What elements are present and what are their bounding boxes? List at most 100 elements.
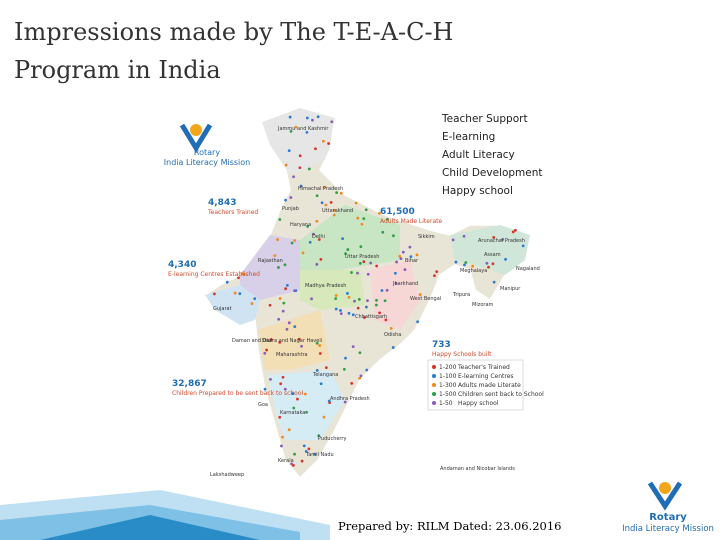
logo-mission: India Literacy Mission xyxy=(164,158,250,167)
dot xyxy=(375,264,379,268)
dot xyxy=(281,309,285,313)
dot xyxy=(344,252,347,256)
dot xyxy=(286,284,289,287)
dot xyxy=(300,459,304,463)
dot xyxy=(278,218,282,221)
region xyxy=(450,225,530,275)
dots xyxy=(213,115,525,467)
dot xyxy=(282,301,286,305)
dot xyxy=(327,142,330,145)
logo: Rotary India Literacy Mission xyxy=(622,481,714,534)
stat-number: 4,843 xyxy=(208,198,236,208)
legend-label: Adults made Literate xyxy=(458,382,521,389)
dot xyxy=(392,234,395,238)
dot xyxy=(358,262,362,265)
dot xyxy=(319,257,323,261)
logo-rotary: Rotary xyxy=(649,512,687,523)
state-label: Odisha xyxy=(384,332,401,338)
dot xyxy=(287,149,291,152)
dot xyxy=(278,297,282,300)
dot xyxy=(280,444,283,448)
dot xyxy=(292,406,296,410)
dot xyxy=(335,191,338,194)
teach-item: Child Development xyxy=(442,167,543,179)
state-labels: Jammu and Kashmir Himachal Pradesh Punja… xyxy=(210,126,540,478)
legend-range: 1-300 xyxy=(439,382,457,389)
dot xyxy=(298,154,302,158)
dot xyxy=(317,434,321,438)
dot xyxy=(365,305,368,309)
state-label: Uttar Pradesh xyxy=(345,254,379,260)
region xyxy=(258,310,330,370)
dot xyxy=(403,268,407,272)
dot xyxy=(416,320,420,324)
stat-label: Teachers Trained xyxy=(207,209,258,216)
teach-item: Teacher Support xyxy=(441,113,528,125)
legend-range: 1-50 xyxy=(439,400,453,407)
dot xyxy=(399,257,403,261)
dot xyxy=(291,392,295,396)
stat-label: Adults Made Literate xyxy=(380,218,442,225)
dot xyxy=(285,327,289,331)
teach-item: Happy school xyxy=(442,185,513,197)
state-label: Dadra and Nagar Haveli xyxy=(262,338,322,344)
legend-label: Teacher's Trained xyxy=(457,364,510,371)
dot xyxy=(273,254,277,258)
dot xyxy=(359,245,363,249)
dot xyxy=(277,266,280,269)
dot xyxy=(383,299,387,303)
dot xyxy=(238,292,242,296)
dot xyxy=(389,327,393,330)
dot xyxy=(358,351,362,355)
state-label: Jammu and Kashmir xyxy=(277,126,329,132)
region xyxy=(240,235,300,300)
dot xyxy=(303,392,307,396)
dot xyxy=(454,260,458,264)
stat-label: E-learning Centres Established xyxy=(168,271,260,278)
dot xyxy=(281,435,284,439)
dot xyxy=(409,255,413,259)
dot xyxy=(268,303,272,307)
state-label: Uttarakhand xyxy=(322,208,353,214)
dot xyxy=(287,428,291,432)
state-label: Daman and Diu xyxy=(232,338,271,344)
dot xyxy=(350,271,353,274)
dot xyxy=(315,368,319,372)
dot xyxy=(364,208,368,212)
state-label: Telangana xyxy=(312,372,338,378)
state-label: Lakshadweep xyxy=(210,472,244,478)
state-label: Puducherry xyxy=(318,436,346,442)
dot xyxy=(384,318,388,322)
state-label: Tamil Nadu xyxy=(305,452,334,458)
dot xyxy=(334,294,338,297)
dot xyxy=(324,366,328,370)
region xyxy=(268,370,345,440)
dot xyxy=(284,287,287,291)
dot xyxy=(293,452,296,456)
dot xyxy=(289,196,293,199)
legend-swatch xyxy=(432,401,436,405)
dot xyxy=(324,203,328,207)
dot xyxy=(341,237,344,241)
dot xyxy=(314,147,317,151)
dot xyxy=(375,298,378,302)
dot xyxy=(237,276,240,280)
legend: 1-200 Teacher's Trained 1-100 E-learning… xyxy=(427,359,544,411)
stat-number: 733 xyxy=(432,340,451,350)
dot xyxy=(346,248,350,251)
state-label: Arunachal Pradesh xyxy=(478,238,525,244)
dot xyxy=(511,230,515,234)
logo-head xyxy=(190,124,202,136)
stripe xyxy=(40,515,260,540)
legend-swatch xyxy=(432,383,436,387)
dot xyxy=(374,303,378,307)
region xyxy=(262,108,335,175)
stat-number: 61,500 xyxy=(380,207,415,217)
dot xyxy=(487,265,490,269)
region xyxy=(300,270,365,310)
dot xyxy=(362,316,366,319)
dot xyxy=(278,340,282,344)
dot xyxy=(354,201,358,205)
dot xyxy=(415,253,419,257)
dot xyxy=(418,293,422,296)
